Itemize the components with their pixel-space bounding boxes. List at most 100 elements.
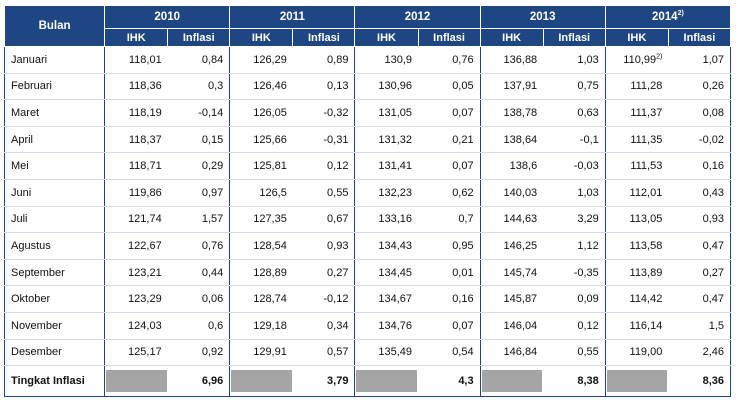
- cell-value: 121,74: [128, 213, 162, 226]
- ihk-cell: 131,32: [354, 126, 419, 154]
- cell-value: 128,89: [253, 266, 287, 279]
- cell-value: 0,3: [207, 80, 224, 93]
- inflasi-cell: 0,12: [543, 312, 606, 340]
- cell-value: 0,09: [577, 293, 599, 306]
- month-cell: Januari: [3, 46, 106, 74]
- cell-value: 0,54: [452, 346, 474, 359]
- ihk-cell: 130,96: [354, 73, 419, 101]
- cell-value: 118,37: [128, 133, 162, 146]
- cell-value: 0,84: [201, 53, 224, 66]
- inflasi-cell: 0,07: [418, 152, 481, 180]
- inflasi-cell: -0,03: [543, 152, 606, 180]
- cell-value: -0,02: [698, 133, 724, 146]
- cell-value: 130,96: [378, 80, 413, 93]
- cell-value: 113,58: [629, 239, 663, 252]
- total-label: Tingkat Inflasi: [3, 365, 106, 398]
- cell-value: 118,36: [128, 80, 162, 93]
- cell-value: 0,27: [327, 266, 349, 279]
- ihk-cell: 138,6: [480, 152, 544, 180]
- empty-ihk-cell: [605, 365, 669, 398]
- header-year-2014: 20142): [604, 5, 732, 29]
- ihk-cell: 144,63: [480, 206, 544, 234]
- header-inflasi: Inflasi: [167, 28, 231, 47]
- ihk-cell: 118,36: [104, 73, 168, 101]
- cell-value: 0,27: [702, 266, 724, 279]
- cell-value: 119,00: [629, 346, 663, 359]
- inflasi-cell: 0,27: [668, 259, 732, 287]
- cell-value: 0,26: [702, 80, 724, 93]
- header-ihk: IHK: [229, 28, 294, 47]
- cell-value: 1,07: [702, 53, 724, 66]
- header-year-2014-label: 2014: [651, 11, 678, 23]
- cell-value: 123,29: [128, 293, 162, 306]
- inflasi-cell: 0,08: [668, 99, 732, 127]
- ihk-cell: 123,29: [104, 285, 168, 313]
- header-year-2011: 2011: [229, 5, 356, 29]
- cell-value: 0,21: [452, 133, 474, 146]
- header-ihk: IHK: [479, 28, 544, 47]
- total-inflasi-cell: 6,96: [167, 365, 231, 398]
- cell-value: 145,74: [503, 266, 538, 279]
- inflasi-cell: 0,76: [418, 46, 481, 74]
- ihk-cell: 138,64: [480, 126, 544, 154]
- cell-value: 135,49: [378, 346, 413, 359]
- inflasi-cell: 0,07: [418, 312, 481, 340]
- cell-value: 146,84: [503, 346, 538, 359]
- cell-value: 128,54: [253, 239, 287, 252]
- table-header: Bulan 2010 2011 2012 2013 20142) IHK Inf…: [3, 5, 732, 47]
- cell-value: 140,03: [503, 186, 538, 199]
- inflasi-cell: 0,47: [668, 232, 732, 260]
- cell-value: 0,15: [201, 133, 224, 146]
- inflasi-cell: 0,05: [418, 73, 481, 101]
- cell-value: 136,88: [503, 53, 538, 66]
- cell-value: 126,29: [253, 53, 287, 66]
- ihk-cell: 124,03: [104, 312, 168, 340]
- cell-value: 131,05: [378, 106, 413, 119]
- ihk-cell: 118,37: [104, 126, 168, 154]
- cell-value: 0,76: [201, 239, 224, 252]
- cell-value: 146,25: [503, 239, 538, 252]
- inflasi-cell: -0,12: [292, 285, 356, 313]
- ihk-cell: 111,53: [605, 152, 669, 180]
- ihk-cell: 112,01: [605, 179, 669, 207]
- cell-value: 138,64: [503, 133, 538, 146]
- gray-fill: [106, 370, 167, 393]
- inflasi-cell: 1,03: [543, 179, 606, 207]
- month-cell: Juni: [3, 179, 106, 207]
- cell-value: 138,78: [503, 106, 538, 119]
- cell-value: -0,12: [323, 293, 349, 306]
- cell-value: 0,47: [702, 293, 724, 306]
- cell-value: 0,44: [201, 266, 224, 279]
- inflation-table: Bulan 2010 2011 2012 2013 20142) IHK Inf…: [3, 5, 732, 398]
- ihk-cell: 145,87: [480, 285, 544, 313]
- cell-value: 111,53: [630, 160, 663, 173]
- ihk-cell: 111,37: [605, 99, 669, 127]
- inflasi-cell: 0,21: [418, 126, 481, 154]
- inflasi-cell: 1,07: [668, 46, 732, 74]
- ihk-cell: 129,91: [229, 339, 293, 367]
- cell-value: -0,32: [323, 106, 349, 119]
- cell-value: 0,16: [702, 160, 724, 173]
- inflasi-cell: 0,29: [167, 152, 231, 180]
- table-row: April 118,37 0,15 125,66 -0,31 131,32 0,21 138,…: [3, 126, 732, 154]
- inflasi-cell: 2,46: [668, 339, 732, 367]
- cell-value: 134,76: [378, 319, 413, 332]
- cell-value: -0,03: [573, 160, 599, 173]
- ihk-cell: 146,25: [480, 232, 544, 260]
- inflasi-cell: 0,09: [543, 285, 606, 313]
- cell-value: 0,29: [201, 160, 224, 173]
- ihk-cell: 132,23: [354, 179, 419, 207]
- cell-value: 116,14: [629, 319, 663, 332]
- cell-value: 3,29: [577, 213, 599, 226]
- ihk-cell: 138,78: [480, 99, 544, 127]
- inflasi-cell: -0,35: [543, 259, 606, 287]
- header-year-2012: 2012: [354, 5, 481, 29]
- month-cell: Februari: [3, 73, 106, 101]
- table-row: Oktober 123,29 0,06 128,74 -0,12 134,67 0,16 14…: [3, 285, 732, 313]
- inflasi-cell: 0,54: [418, 339, 481, 367]
- table-row: November 124,03 0,6 129,18 0,34 134,76 0,07 146…: [3, 312, 732, 340]
- inflasi-cell: 0,55: [292, 179, 356, 207]
- inflasi-cell: 0,07: [418, 99, 481, 127]
- inflasi-cell: 0,97: [167, 179, 231, 207]
- cell-value: 0,57: [327, 346, 349, 359]
